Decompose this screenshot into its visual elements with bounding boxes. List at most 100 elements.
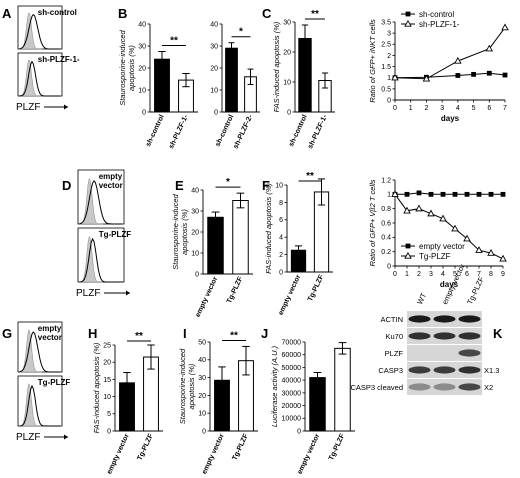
legend-label: empty vector <box>419 242 465 251</box>
x-axis-label: days <box>441 114 460 123</box>
panel-letter-k: K <box>493 326 503 341</box>
category-label: empty vector <box>278 274 303 317</box>
y-tick-label: 30000 <box>282 390 302 397</box>
y-tick-label: 30 <box>210 43 218 50</box>
protein-label: CASP3 cleaved <box>350 383 403 392</box>
y-tick-label: 4 <box>279 235 283 242</box>
y-tick-label: 30 <box>191 208 199 215</box>
data-point <box>427 209 435 217</box>
y-tick-label: 6 <box>279 217 283 224</box>
category-label: Tg-PLZF <box>136 432 155 461</box>
y-axis-label: FAS-induced apoptosis (%) <box>264 183 273 274</box>
blot-band <box>408 332 431 340</box>
y-tick-label: 3.5 <box>381 19 391 26</box>
data-point <box>452 191 458 197</box>
category-label: empty vector <box>195 276 220 319</box>
y-tick-label: 30 <box>198 375 206 382</box>
y-axis-label: Staurosporine-induced <box>178 348 187 424</box>
plzf-histogram <box>79 237 122 283</box>
y-tick-label: 20000 <box>282 403 302 410</box>
significance-marker: ** <box>135 331 143 342</box>
data-point <box>403 206 411 214</box>
significance-marker: ** <box>311 9 319 20</box>
data-point <box>416 190 422 196</box>
y-tick-label: 0.4 <box>381 235 391 242</box>
legend-marker <box>405 11 411 17</box>
panel-letter-d: D <box>62 178 71 193</box>
x-tick-label: 2 <box>424 105 428 112</box>
y-tick-label: 30 <box>138 43 146 50</box>
y-axis-label: apoptosis (%) <box>127 45 136 91</box>
x-tick-label: 0 <box>393 105 397 112</box>
line-chart-c2: 0 0.5 1 1.5 2 2.5 3 3.5 0 1 2 3 4 5 6 7 days Ratio of GFP… <box>368 10 509 123</box>
legend-label: sh-PLZF-1- <box>419 20 460 29</box>
x-tick-label: 2 <box>417 271 421 278</box>
flow-xlabel: PLZF <box>16 102 40 113</box>
panel-letter-a: A <box>2 6 12 21</box>
plzf-histogram <box>79 179 122 225</box>
blot-band <box>458 315 481 323</box>
y-tick-label: 0 <box>297 428 301 435</box>
lane-label: WT <box>415 291 428 306</box>
y-tick-label: 20 <box>138 65 146 72</box>
y-tick-label: 0 <box>279 269 283 276</box>
panel-letter-b1: B <box>118 6 127 21</box>
y-tick-label: 5 <box>107 411 111 418</box>
flow-label: Tg-PLZF <box>38 378 71 387</box>
x-tick-label: 0 <box>393 271 397 278</box>
y-tick-label: 20 <box>198 393 206 400</box>
significance-marker: ** <box>230 330 238 341</box>
series-line <box>394 72 506 79</box>
y-tick-label: 0 <box>387 97 391 104</box>
flow-xlabel: PLZF <box>76 288 100 299</box>
x-tick-label: 1 <box>405 271 409 278</box>
legend-label: Tg-PLZF <box>419 252 451 261</box>
y-tick-label: 60000 <box>282 352 302 359</box>
protein-label: Ku70 <box>385 332 403 341</box>
data-point <box>475 246 483 253</box>
flow-label: sh-control <box>38 8 77 17</box>
bar-chart-b1: B 0 10 20 30 40 Staurosporine-induced apoptosis… <box>118 6 198 150</box>
x-tick-label: 9 <box>501 271 505 278</box>
y-tick-label: 10 <box>103 394 111 401</box>
series-line <box>395 192 503 195</box>
isotype-histogram <box>19 58 42 97</box>
y-tick-label: 50 <box>198 339 206 346</box>
lane-label: Tg-PLZF <box>465 275 486 306</box>
y-tick-label: 20 <box>210 65 218 72</box>
bar <box>214 379 230 432</box>
data-point <box>440 191 446 197</box>
x-tick-label: 4 <box>456 105 460 112</box>
data-point <box>476 191 482 197</box>
category-label: Tg-PLZF <box>231 432 250 461</box>
x-tick-label: 7 <box>503 105 507 112</box>
bar-chart-i: I 0 10 20 30 40 50 Staurosporine-induced apoptos… <box>178 326 258 475</box>
blot-band <box>433 315 456 323</box>
panel-letter-g: G <box>2 326 12 341</box>
y-tick-label: 2 <box>387 53 391 60</box>
y-tick-label: 0 <box>202 428 206 435</box>
y-tick-label: 50000 <box>282 365 302 372</box>
arrow-head <box>64 434 68 440</box>
blot-band <box>458 349 481 357</box>
flow-label: vector <box>38 333 62 342</box>
plzf-histogram <box>19 331 60 373</box>
data-point <box>391 73 399 81</box>
y-axis-label: Luciferase activity (A.U.) <box>270 345 279 427</box>
y-tick-label: 40 <box>138 21 146 28</box>
panel-letter-i: I <box>183 326 187 341</box>
blot-band <box>433 383 456 391</box>
y-tick-label: 20 <box>283 49 291 56</box>
data-point <box>499 254 507 262</box>
blot-band <box>433 366 456 374</box>
data-point <box>500 191 506 197</box>
blot-band <box>408 366 431 374</box>
y-tick-label: 10 <box>283 79 291 86</box>
x-tick-label: 3 <box>440 105 444 112</box>
line-chart-f2: 0 0.2 0.4 0.6 0.8 1 1.2 0 1 2 3 4 5 6 7 8 9 days Ratio of … <box>368 177 507 289</box>
y-tick-label: 20 <box>103 360 111 367</box>
